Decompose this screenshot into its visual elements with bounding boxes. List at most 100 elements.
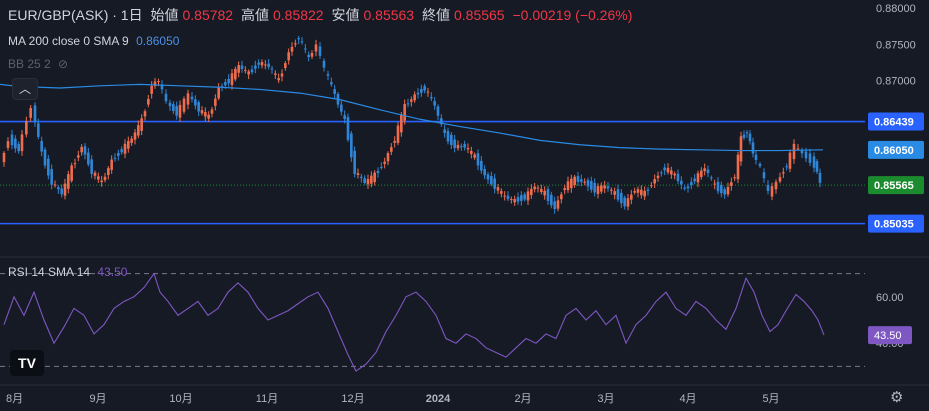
candle-body-58 <box>204 112 207 117</box>
candle-body-119 <box>410 99 413 102</box>
candle-body-154 <box>526 191 530 201</box>
price-axis-tick-1: 0.87500 <box>876 39 916 51</box>
candle-body-6 <box>25 121 28 135</box>
candle-body-239 <box>815 161 819 172</box>
candle-body-55 <box>194 99 197 106</box>
candle-body-207 <box>703 168 706 172</box>
candle-body-56 <box>197 102 200 112</box>
candle-body-152 <box>520 195 523 201</box>
candle-body-113 <box>390 147 393 152</box>
candle-body-13 <box>50 169 53 185</box>
ma-legend[interactable]: MA 200 close 0 SMA 9 0.86050 <box>8 34 183 48</box>
candle-body-90 <box>310 52 314 57</box>
tradingview-logo[interactable]: TV <box>10 350 44 376</box>
candle-body-169 <box>576 176 580 182</box>
candle-body-101 <box>350 133 353 158</box>
candle-body-171 <box>583 181 586 183</box>
candle-body-36 <box>127 141 130 149</box>
candle-body-51 <box>178 104 182 118</box>
candle-body-220 <box>745 132 749 134</box>
candle-body-197 <box>670 170 673 175</box>
candle-body-209 <box>710 177 713 179</box>
candle-body-157 <box>536 187 540 189</box>
candle-body-87 <box>300 41 304 43</box>
rsi-legend[interactable]: RSI 14 SMA 14 43.50 <box>8 265 131 279</box>
candle-body-164 <box>560 194 563 200</box>
candle-body-69 <box>240 65 244 69</box>
candle-body-127 <box>436 106 440 116</box>
candle-body-11 <box>43 149 47 166</box>
candle-body-227 <box>770 186 774 197</box>
candle-body-99 <box>343 115 346 119</box>
candle-body-112 <box>386 153 390 162</box>
candle-body-211 <box>716 181 720 192</box>
time-axis-tick-8: 4月 <box>679 393 696 405</box>
candle-body-222 <box>751 142 755 154</box>
symbol-title[interactable]: EUR/GBP(ASK) · 1日 <box>8 7 143 23</box>
candle-body-79 <box>274 73 277 75</box>
candle-body-48 <box>168 102 172 107</box>
candle-body-29 <box>103 176 107 181</box>
candle-body-193 <box>656 175 660 179</box>
candle-body-123 <box>423 86 426 91</box>
gear-icon[interactable]: ⚙ <box>890 389 904 406</box>
candle-body-199 <box>676 173 680 182</box>
open-value: 0.85782 <box>182 7 234 23</box>
candle-body-205 <box>696 173 700 183</box>
candle-body-236 <box>804 151 808 159</box>
candle-body-214 <box>726 186 730 195</box>
candle-body-1 <box>6 141 10 148</box>
candle-body-77 <box>267 63 270 68</box>
candle-body-117 <box>403 104 406 121</box>
high-label: 高値 <box>240 7 269 23</box>
candle-body-179 <box>610 189 613 191</box>
candle-body-216 <box>733 177 736 179</box>
eye-slash-icon[interactable]: ⊘ <box>58 57 69 71</box>
candle-body-170 <box>580 179 583 182</box>
candle-body-40 <box>140 118 143 131</box>
time-axis-tick-5: 2024 <box>426 393 451 405</box>
time-axis-tick-7: 3月 <box>597 393 614 405</box>
high-value: 0.85822 <box>272 7 324 23</box>
candle-body-84 <box>290 46 294 52</box>
candle-body-240 <box>818 172 822 183</box>
candle-body-100 <box>346 117 350 140</box>
time-axis-tick-6: 2月 <box>514 393 531 405</box>
candle-body-200 <box>680 180 683 185</box>
candle-body-80 <box>277 78 280 81</box>
candle-body-195 <box>663 167 666 171</box>
candle-body-180 <box>613 191 616 195</box>
candle-body-102 <box>353 150 356 175</box>
candle-body-76 <box>264 64 267 66</box>
candle-body-95 <box>330 82 333 85</box>
bb-legend[interactable]: BB 25 2 ⊘ <box>8 57 72 71</box>
candle-body-17 <box>63 183 67 196</box>
candle-body-215 <box>730 182 733 186</box>
candle-body-176 <box>600 185 603 192</box>
candle-body-10 <box>40 140 43 152</box>
candle-body-5 <box>20 134 24 152</box>
candle-body-41 <box>143 111 147 117</box>
candle-body-47 <box>164 93 168 102</box>
collapse-legend-button[interactable]: ︿ <box>12 78 38 100</box>
candle-body-24 <box>87 152 90 165</box>
price-axis-tick-2: 0.87000 <box>876 76 916 88</box>
candle-body-15 <box>57 187 60 190</box>
candle-body-166 <box>566 181 570 191</box>
candle-body-65 <box>227 78 230 84</box>
price-label-bg-3 <box>868 214 924 233</box>
candle-body-53 <box>186 93 190 105</box>
time-axis-tick-3: 11月 <box>256 393 278 405</box>
candle-body-70 <box>244 70 247 72</box>
bb-label: BB 25 2 <box>8 57 51 71</box>
candle-body-75 <box>260 62 264 66</box>
candle-body-204 <box>693 178 696 182</box>
candle-body-27 <box>97 176 100 180</box>
candle-body-61 <box>214 98 217 106</box>
candle-body-235 <box>800 150 804 154</box>
candle-body-225 <box>762 172 766 179</box>
candle-body-39 <box>137 125 140 136</box>
candle-body-161 <box>550 194 553 206</box>
candle-body-30 <box>107 168 110 176</box>
